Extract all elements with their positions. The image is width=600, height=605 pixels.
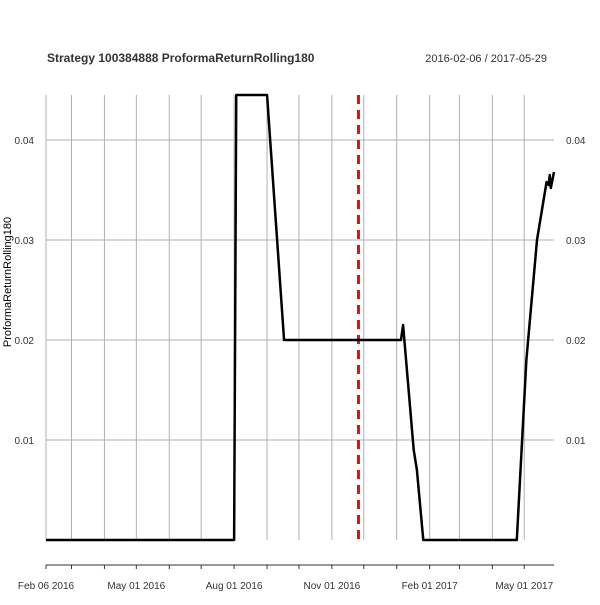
axes: 0.01 0.01 0.02 0.02 0.03 0.03 0.04 0.04 Feb 06 2…	[15, 136, 586, 592]
series-layer	[46, 93, 556, 542]
chart-title: Strategy 100384888 ProformaReturnRolling…	[47, 51, 315, 65]
y-tick-label-right: 0.03	[566, 236, 586, 247]
series-line	[46, 93, 556, 542]
y-tick-label-left: 0.03	[15, 236, 35, 247]
x-tick-label: Aug 01 2016	[206, 581, 263, 592]
y-axis-label: ProformaReturnRolling180	[2, 217, 14, 347]
y-tick-label-right: 0.02	[566, 336, 586, 347]
labels: Strategy 100384888 ProformaReturnRolling…	[2, 51, 547, 347]
y-tick-label-left: 0.04	[15, 136, 35, 147]
x-tick-label: May 01 2017	[495, 581, 553, 592]
y-tick-label-left: 0.01	[15, 436, 35, 447]
y-tick-label-left: 0.02	[15, 336, 35, 347]
x-tick-label: Feb 01 2017	[402, 581, 459, 592]
date-range-label: 2016-02-06 / 2017-05-29	[425, 53, 547, 65]
x-tick-label: Feb 06 2016	[18, 581, 75, 592]
x-tick-label: May 01 2016	[107, 581, 165, 592]
y-tick-label-right: 0.01	[566, 436, 586, 447]
grid	[45, 95, 554, 540]
y-tick-label-right: 0.04	[566, 136, 586, 147]
x-tick-label: Nov 01 2016	[304, 581, 361, 592]
